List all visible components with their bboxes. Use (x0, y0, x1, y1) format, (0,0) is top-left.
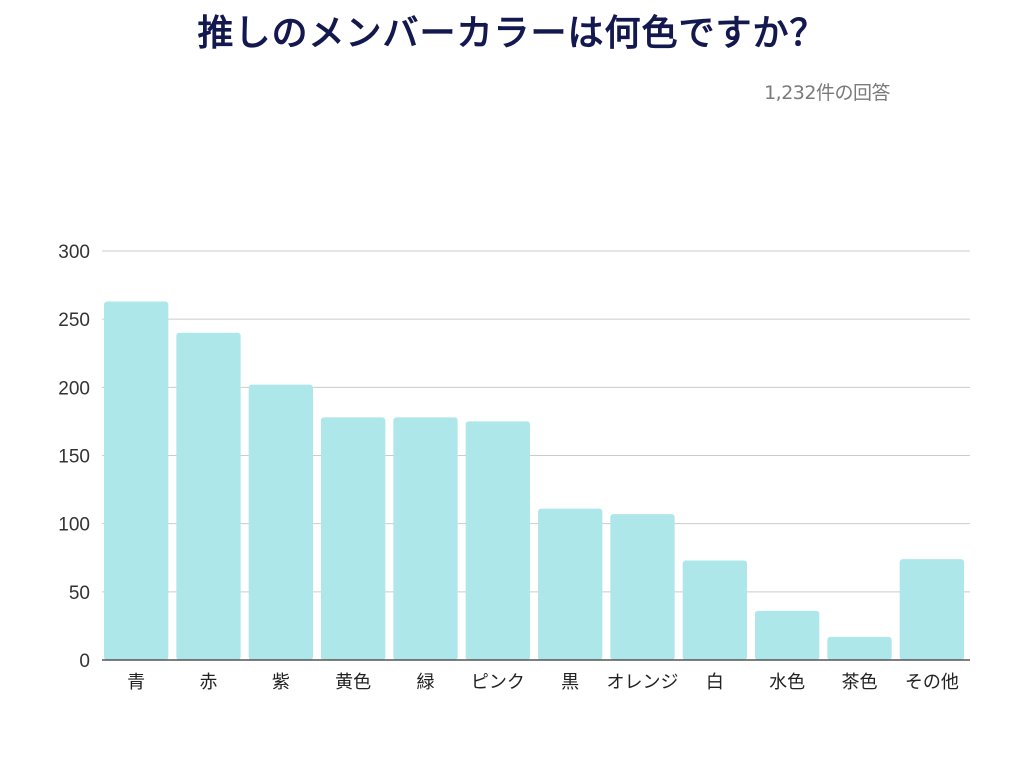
x-category-label: 白 (706, 672, 724, 693)
bar[interactable] (538, 508, 603, 660)
x-category-label: その他 (905, 672, 959, 693)
x-category-label: 茶色 (842, 672, 878, 693)
y-tick-label: 100 (58, 515, 90, 536)
bar[interactable] (104, 301, 169, 660)
bar[interactable] (176, 332, 241, 660)
chart-title: 推しのメンバーカラーは何色ですか？ (197, 13, 827, 54)
x-category-label: 青 (127, 672, 145, 693)
y-tick-label: 50 (69, 583, 90, 604)
x-category-label: 黒 (561, 672, 579, 693)
response-count: 1,232件の回答 (764, 82, 890, 104)
x-category-label: オレンジ (607, 672, 679, 693)
bar[interactable] (755, 610, 820, 660)
x-category-label: 黄色 (335, 672, 371, 693)
x-category-label: 水色 (769, 672, 805, 693)
y-tick-label: 150 (58, 447, 90, 468)
y-tick-label: 300 (58, 242, 90, 263)
bar[interactable] (393, 417, 458, 660)
bar[interactable] (248, 384, 313, 660)
bar[interactable] (610, 514, 675, 660)
bar[interactable] (827, 636, 892, 660)
bar[interactable] (321, 417, 386, 660)
x-category-label: 赤 (200, 672, 218, 693)
y-tick-label: 0 (79, 651, 90, 672)
x-category-label: ピンク (471, 672, 525, 693)
y-tick-label: 200 (58, 378, 90, 399)
bar[interactable] (899, 559, 964, 660)
x-category-label: 緑 (417, 672, 435, 693)
bar[interactable] (465, 421, 530, 660)
x-category-label: 紫 (272, 672, 290, 693)
bar[interactable] (682, 560, 747, 660)
y-tick-label: 250 (58, 310, 90, 331)
